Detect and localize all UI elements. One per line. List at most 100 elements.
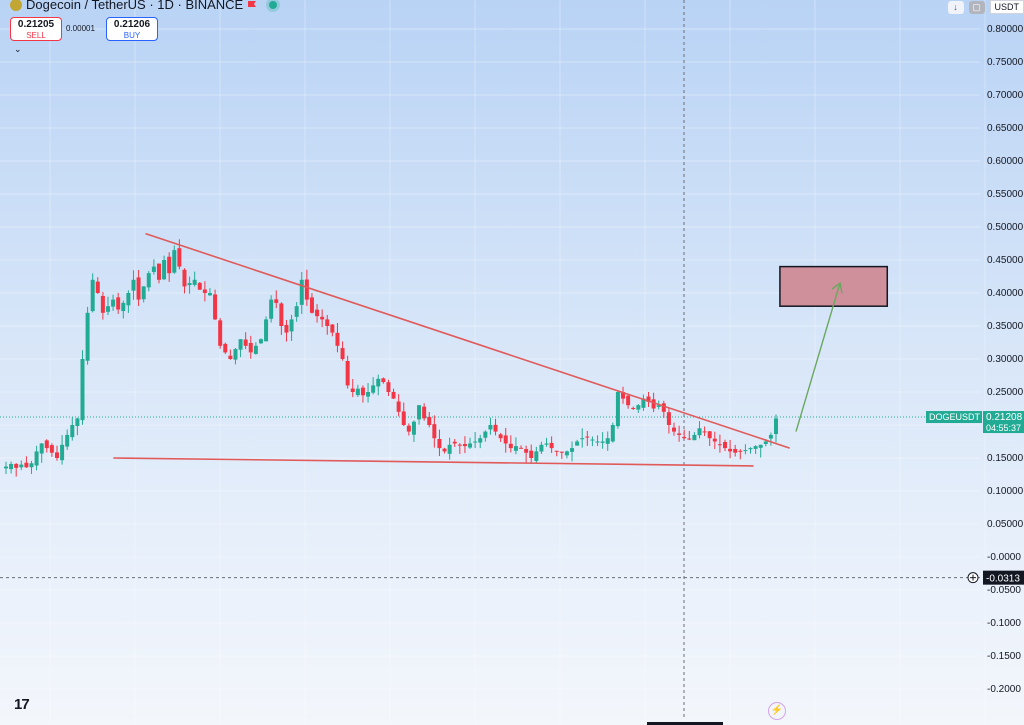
candle-body <box>743 450 748 452</box>
candle-body <box>595 441 600 443</box>
candle-body <box>284 324 289 333</box>
candle-body <box>360 387 365 396</box>
candle-body <box>29 463 34 468</box>
candle-body <box>626 395 631 406</box>
candle-body <box>80 359 85 421</box>
dogecoin-icon <box>10 0 22 11</box>
candle-body <box>289 319 294 332</box>
price-tick-label: 0.65000 <box>987 123 1024 134</box>
price-tick-label: -0.2000 <box>987 684 1021 695</box>
bottom-scrollbar[interactable] <box>647 722 723 725</box>
price-tick-label: 0.55000 <box>987 189 1024 200</box>
lightning-icon[interactable]: ⚡ <box>768 702 786 720</box>
candle-body <box>417 405 422 420</box>
candle-body <box>49 445 54 453</box>
candlestick-series <box>4 239 778 477</box>
candle-body <box>65 434 70 447</box>
candle-body <box>697 428 702 436</box>
candle-body <box>768 434 773 439</box>
lock-icon[interactable]: ▢ <box>968 0 985 14</box>
candle-body <box>90 279 95 312</box>
currency-selector[interactable]: USDT <box>989 0 1024 14</box>
arrow-down-icon[interactable]: ↓ <box>947 0 964 14</box>
candle-body <box>228 355 233 359</box>
candle-body <box>411 421 416 435</box>
candle-body <box>315 309 320 317</box>
candle-body <box>615 392 620 427</box>
candle-body <box>462 444 467 447</box>
candle-body <box>519 447 524 449</box>
candle-body <box>294 306 299 317</box>
candle-body <box>9 463 14 470</box>
candle-body <box>340 348 345 359</box>
candle-body <box>60 444 65 461</box>
candle-body <box>493 424 498 432</box>
candle-body <box>682 436 687 439</box>
candle-body <box>366 392 371 397</box>
candle-body <box>549 442 554 449</box>
candle-body <box>4 466 8 469</box>
candle-body <box>14 463 19 468</box>
symbol-tag: DOGEUSDT <box>929 412 981 422</box>
candle-body <box>381 378 386 383</box>
chart-drawings <box>113 232 889 467</box>
candle-body <box>610 425 615 442</box>
price-axis: 0.80000 0.75000 0.70000 0.65000 0.60000 0.550… <box>926 24 1024 695</box>
price-tick-label: 0.60000 <box>987 156 1024 167</box>
candle-body <box>707 431 712 439</box>
candle-body <box>121 302 126 312</box>
candle-body <box>238 339 243 350</box>
candle-body <box>187 283 192 286</box>
sell-button[interactable]: 0.21205 SELL <box>10 17 62 41</box>
candle-body <box>141 286 146 300</box>
buy-button[interactable]: 0.21206 BUY <box>106 17 158 41</box>
chevron-down-icon[interactable]: ⌄ <box>14 44 22 54</box>
candle-body <box>34 451 39 466</box>
candle-body <box>585 436 590 438</box>
candle-body <box>498 434 503 439</box>
candle-body <box>488 425 493 430</box>
candle-body <box>111 299 116 307</box>
candle-body <box>723 441 728 449</box>
candle-body <box>401 411 406 425</box>
candle-body <box>733 448 738 453</box>
symbol-title[interactable]: Dogecoin / TetherUS · 1D · BINANCE <box>26 0 244 12</box>
candle-body <box>570 448 575 452</box>
support-line <box>113 457 754 467</box>
tradingview-logo[interactable]: 17 <box>14 696 30 713</box>
projection-arrow-head <box>831 281 843 294</box>
candle-body <box>672 427 677 432</box>
last-price-badge <box>983 411 1024 434</box>
candle-body <box>162 260 167 280</box>
bar-countdown: 04:55:37 <box>986 423 1021 433</box>
candle-body <box>172 250 177 273</box>
spread-value: 0.00001 <box>66 24 95 33</box>
candle-body <box>95 281 100 293</box>
candle-body <box>105 306 110 312</box>
symbol-row[interactable]: Dogecoin / TetherUS · 1D · BINANCE <box>10 0 278 12</box>
candle-body <box>600 441 605 443</box>
price-tick-label: -0.0500 <box>987 585 1021 596</box>
candle-body <box>177 248 182 267</box>
candle-body <box>712 438 717 442</box>
price-tick-label: 0.70000 <box>987 90 1024 101</box>
buy-price: 0.21206 <box>113 19 151 30</box>
candle-body <box>54 452 59 458</box>
candle-body <box>330 324 335 333</box>
candle-body <box>146 273 151 288</box>
candle-body <box>126 293 131 306</box>
candle-body <box>717 444 722 446</box>
candle-body <box>539 444 544 452</box>
candle-body <box>580 438 585 440</box>
price-tick-label: -0.1000 <box>987 618 1021 629</box>
candle-body <box>590 439 595 441</box>
candle-body <box>304 279 309 300</box>
candle-body <box>677 433 682 435</box>
candle-body <box>213 294 218 320</box>
candle-body <box>19 464 24 468</box>
candle-body <box>350 388 355 392</box>
candle-body <box>197 282 202 290</box>
flag-icon[interactable] <box>247 0 257 10</box>
candle-body <box>248 342 253 353</box>
